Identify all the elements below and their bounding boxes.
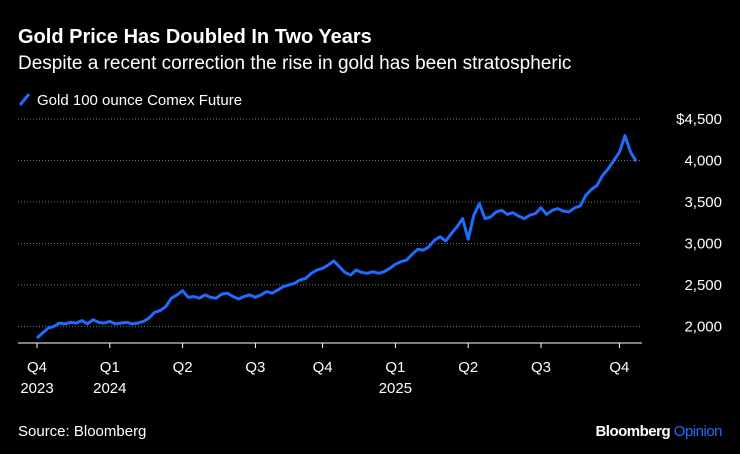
brand: Bloomberg Opinion — [595, 423, 722, 440]
y-tick-label: 2,500 — [684, 277, 722, 294]
x-tick-label: Q4 2023 — [20, 359, 53, 397]
x-tick-label: Q2 — [173, 359, 193, 376]
x-tick-label: Q3 — [531, 359, 551, 376]
series-line — [36, 134, 638, 340]
chart-title: Gold Price Has Doubled In Two Years — [18, 26, 372, 48]
y-tick-label: $4,500 — [676, 111, 722, 128]
chart-subtitle: Despite a recent correction the rise in … — [18, 53, 571, 74]
x-tick-label: Q2 — [458, 359, 478, 376]
x-tick-label: Q4 — [313, 359, 333, 376]
brand-name: Bloomberg — [595, 423, 670, 440]
legend-label: Gold 100 ounce Comex Future — [37, 92, 242, 109]
source: Source: Bloomberg — [18, 423, 146, 440]
y-tick-label: 2,000 — [684, 318, 722, 335]
brand-suffix: Opinion — [674, 423, 722, 440]
x-tick-label: Q1 2025 — [379, 359, 412, 397]
x-tick-label: Q4 — [609, 359, 629, 376]
y-tick-label: 3,500 — [684, 194, 722, 211]
y-tick-label: 4,000 — [684, 152, 722, 169]
y-tick-label: 3,000 — [684, 235, 722, 252]
x-tick-label: Q3 — [245, 359, 265, 376]
x-tick-label: Q1 2024 — [93, 359, 126, 397]
legend-swatch — [18, 93, 31, 106]
